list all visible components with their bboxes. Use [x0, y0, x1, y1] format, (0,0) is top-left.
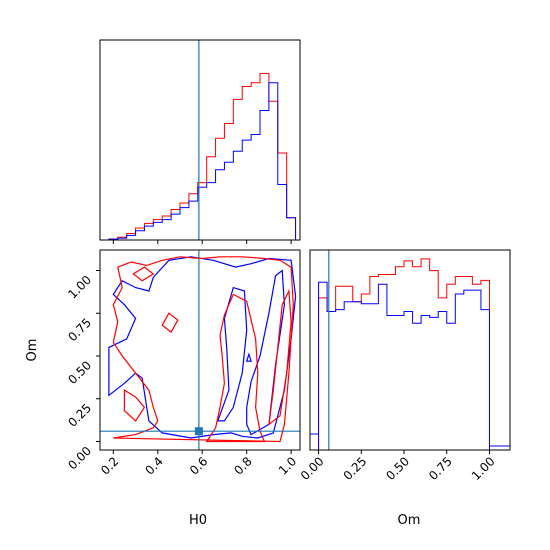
axes-frame	[309, 249, 511, 451]
om-x-tick-label: 0.50	[383, 454, 412, 483]
om-y-tick-label: 0.50	[65, 358, 94, 387]
contour-red-7	[268, 288, 292, 426]
h0-om-joint-panel: 0.2 0.4 0.6 0.8 1.0 0.00 0.25 0.50 0.75 1.00	[65, 249, 301, 478]
om-x-axis-label: Om	[398, 513, 421, 528]
h0-x-tick-label: 1.0	[276, 454, 299, 477]
h0-x-tick-label: 0.6	[187, 454, 210, 477]
om-x-tick-label: 0.75	[426, 454, 455, 483]
om-x-tick-label: 0.00	[298, 454, 327, 483]
h0-marginal-panel	[99, 39, 301, 244]
axes-frame	[99, 39, 301, 241]
contour-red-6	[205, 293, 266, 443]
om-histogram-blue	[318, 281, 490, 450]
om-y-tick-label: 0.00	[65, 444, 94, 473]
h0-axis-label: H0	[189, 513, 207, 528]
om-x-tick-label: 0.25	[341, 454, 370, 483]
contour-blue-3	[245, 352, 252, 362]
contour-red-9	[132, 266, 155, 282]
contour-red-4	[112, 256, 294, 443]
om-x-tick-label: 1.00	[469, 454, 498, 483]
histogram-series-group	[310, 258, 510, 450]
contour-red-5	[123, 389, 146, 422]
h0-histogram-blue	[108, 82, 297, 240]
contour-blue-2	[216, 286, 248, 422]
axes-frame	[99, 249, 301, 451]
truth-marker	[194, 427, 203, 436]
om-axis-label: Om	[25, 339, 40, 362]
om-marginal-panel: 0.00 0.25 0.50 0.75 1.00	[298, 249, 511, 483]
h0-x-tick-label: 0.2	[98, 454, 121, 477]
contour-blue-0	[108, 256, 297, 439]
om-y-tick-label: 0.75	[65, 315, 94, 344]
om-histogram-red	[318, 258, 490, 450]
contour-red-8	[161, 312, 179, 334]
contour-group	[108, 256, 297, 443]
h0-histogram-red	[108, 73, 297, 240]
om-y-tick-label: 0.25	[65, 401, 94, 430]
histogram-series-group	[108, 73, 297, 240]
om-y-tick-label: 1.00	[65, 273, 94, 302]
h0-x-tick-label: 0.8	[231, 454, 254, 477]
h0-x-tick-label: 0.4	[142, 454, 165, 477]
